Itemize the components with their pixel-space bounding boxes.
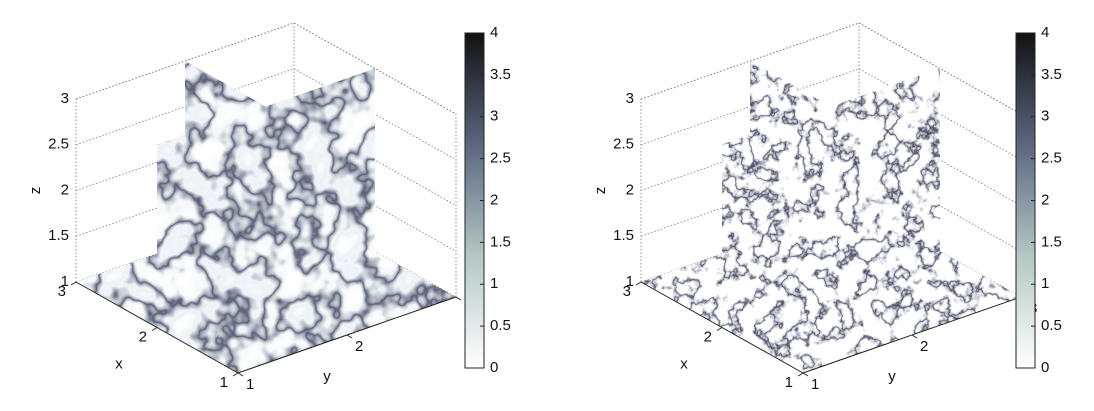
y-tick bbox=[802, 372, 809, 377]
box-edge bbox=[858, 22, 1022, 115]
grid-line bbox=[640, 159, 1022, 252]
colorbar-tick-label: 2 bbox=[490, 191, 498, 208]
z-tick-label: 2.5 bbox=[48, 136, 69, 153]
x-tick-label: 3 bbox=[623, 283, 631, 300]
colorbar-tick-label: 1.5 bbox=[1041, 233, 1062, 250]
x-tick-label: 3 bbox=[58, 283, 66, 300]
x-tick-label: 2 bbox=[704, 328, 712, 345]
z-tick-label: 1.5 bbox=[48, 227, 69, 244]
z-tick-label: 2 bbox=[626, 181, 634, 198]
slice-x bbox=[722, 68, 940, 328]
z-axis-label: z bbox=[592, 187, 609, 195]
x-tick-label: 1 bbox=[220, 374, 228, 391]
colorbar-tick-label: 1 bbox=[1041, 275, 1049, 292]
y-tick-label: 2 bbox=[920, 338, 928, 355]
colorbar-tick-label: 2.5 bbox=[1041, 150, 1062, 167]
x-tick-label: 2 bbox=[139, 328, 147, 345]
colorbar-tick-label: 0.5 bbox=[1041, 317, 1062, 334]
y-tick bbox=[455, 296, 462, 301]
z-axis-label: z bbox=[27, 187, 44, 195]
z-tick-label: 3 bbox=[626, 90, 634, 107]
slice-x bbox=[157, 68, 375, 328]
x-tick-label: 1 bbox=[785, 374, 793, 391]
colorbar-tick-label: 0.5 bbox=[490, 317, 511, 334]
colorbar-tick-label: 3 bbox=[490, 108, 498, 125]
y-axis-label: y bbox=[888, 368, 896, 385]
grid-line bbox=[640, 205, 1022, 298]
grid-line bbox=[75, 114, 457, 206]
colorbar-tick-label: 4 bbox=[490, 24, 498, 41]
y-tick-label: 1 bbox=[811, 376, 819, 393]
x-tick bbox=[151, 327, 158, 331]
grid-line bbox=[75, 159, 457, 252]
x-axis-label: x bbox=[115, 355, 123, 372]
z-tick-label: 1 bbox=[626, 273, 634, 290]
x-tick bbox=[70, 281, 77, 286]
z-tick-label: 3 bbox=[61, 90, 69, 107]
colorbar-tick-label: 3 bbox=[1041, 108, 1049, 125]
x-tick bbox=[716, 327, 723, 331]
colorbar-tick-label: 3.5 bbox=[1041, 66, 1062, 83]
colorbar-tick-label: 0 bbox=[490, 359, 498, 376]
y-tick bbox=[346, 334, 353, 339]
x-tick bbox=[797, 372, 804, 377]
panel: 11.522.53123123xyz00.511.522.533.54 bbox=[27, 22, 511, 393]
colorbar-tick-label: 2.5 bbox=[490, 150, 511, 167]
x-tick bbox=[635, 281, 642, 286]
z-tick-label: 2 bbox=[61, 181, 69, 198]
y-axis-label: y bbox=[323, 368, 331, 385]
colorbar-tick-label: 4 bbox=[1041, 24, 1049, 41]
grid-line bbox=[640, 114, 1022, 206]
grid-line bbox=[75, 68, 457, 161]
z-tick-label: 1.5 bbox=[613, 227, 634, 244]
colorbar-tick-label: 2 bbox=[1041, 191, 1049, 208]
grid-line bbox=[640, 68, 1022, 161]
z-tick-label: 2.5 bbox=[613, 136, 634, 153]
y-tick bbox=[237, 372, 244, 377]
y-tick bbox=[911, 334, 918, 339]
grid-line bbox=[75, 22, 457, 115]
y-tick-label: 2 bbox=[355, 338, 363, 355]
colorbar-tick-label: 1.5 bbox=[490, 233, 511, 250]
x-axis-label: x bbox=[680, 355, 688, 372]
panel: 11.522.53123123xyz00.511.522.533.54 bbox=[592, 22, 1062, 393]
colorbar-tick-label: 0 bbox=[1041, 359, 1049, 376]
colorbar-tick-label: 1 bbox=[490, 275, 498, 292]
colorbar-tick-label: 3.5 bbox=[490, 66, 511, 83]
y-tick-label: 1 bbox=[246, 376, 254, 393]
x-tick bbox=[232, 372, 239, 377]
z-tick-label: 1 bbox=[61, 273, 69, 290]
box-edge bbox=[293, 22, 457, 115]
grid-line bbox=[75, 205, 457, 298]
grid-line bbox=[640, 22, 1022, 115]
